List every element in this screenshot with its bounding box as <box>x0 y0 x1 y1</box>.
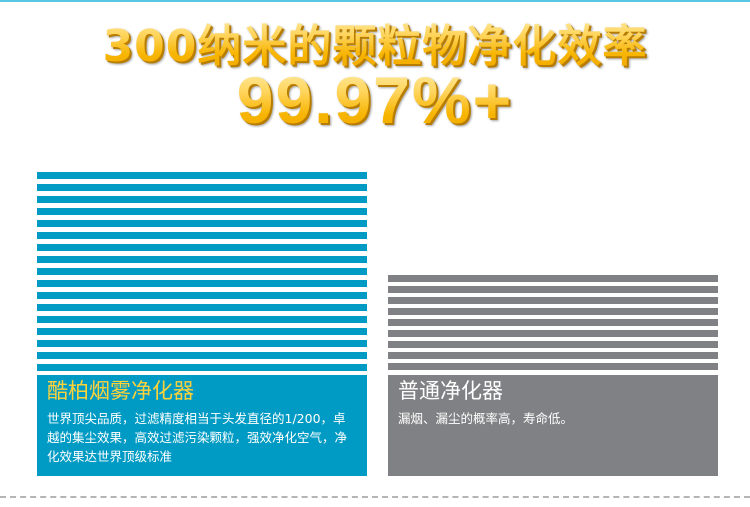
filter-bar <box>388 330 718 337</box>
filter-bar <box>388 341 718 348</box>
premium-purifier-description: 世界顶尖品质，过滤精度相当于头发直径的1/200，卓越的集尘效果，高效过滤污染颗… <box>47 411 348 464</box>
filter-bar <box>37 208 367 215</box>
top-accent-line <box>0 0 750 2</box>
ordinary-purifier-card: 普通净化器 漏烟、漏尘的概率高，寿命低。 <box>388 375 718 476</box>
filter-bar <box>388 275 718 282</box>
filter-bar <box>388 308 718 315</box>
filter-bar <box>388 286 718 293</box>
headline-title: 300纳米的颗粒物净化效率 <box>0 10 750 74</box>
filter-bar <box>37 196 367 203</box>
filter-bar <box>37 268 367 275</box>
premium-purifier-column: 酷柏烟雾净化器 世界顶尖品质，过滤精度相当于头发直径的1/200，卓越的集尘效果… <box>37 172 367 476</box>
filter-bar <box>388 297 718 304</box>
filter-bar <box>37 256 367 263</box>
headline-efficiency-value: 99.97%+ <box>0 62 750 138</box>
filter-bar <box>37 244 367 251</box>
filter-bar <box>37 292 367 299</box>
filter-bar <box>37 184 367 191</box>
ordinary-purifier-description: 漏烟、漏尘的概率高，寿命低。 <box>398 411 574 426</box>
filter-bar <box>388 363 718 370</box>
filter-bar <box>37 232 367 239</box>
filter-bar <box>388 352 718 359</box>
filter-bar <box>37 316 367 323</box>
filter-bar <box>388 319 718 326</box>
filter-bar <box>37 304 367 311</box>
premium-purifier-title: 酷柏烟雾净化器 <box>47 379 194 403</box>
filter-bar <box>37 340 367 347</box>
premium-purifier-card: 酷柏烟雾净化器 世界顶尖品质，过滤精度相当于头发直径的1/200，卓越的集尘效果… <box>37 375 367 476</box>
filter-bar <box>37 172 367 179</box>
ordinary-purifier-title: 普通净化器 <box>398 379 503 403</box>
filter-bar <box>37 352 367 359</box>
filter-bar <box>37 280 367 287</box>
dashed-divider <box>0 496 750 498</box>
ordinary-purifier-column: 普通净化器 漏烟、漏尘的概率高，寿命低。 <box>388 275 718 476</box>
filter-bar <box>37 220 367 227</box>
filter-bar <box>37 328 367 335</box>
filter-bar <box>37 364 367 371</box>
